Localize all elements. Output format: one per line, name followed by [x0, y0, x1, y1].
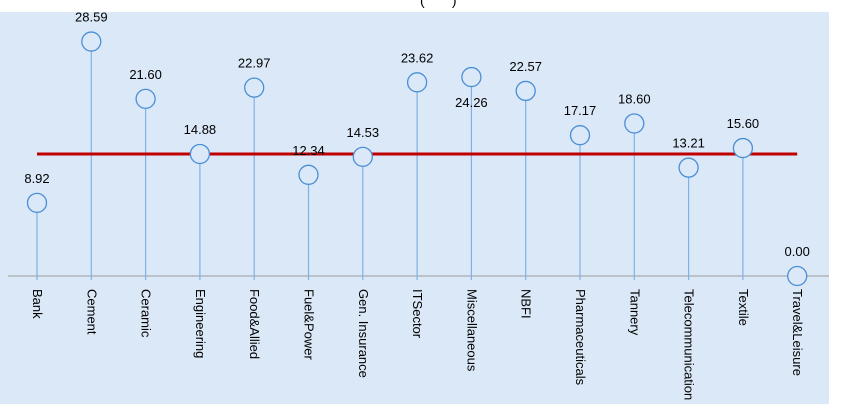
data-point [787, 265, 808, 287]
x-tick-label: NBFI [519, 289, 534, 319]
data-point [569, 125, 591, 146]
x-tick-label: Telecommunication [682, 289, 697, 400]
x-tick-label: Food&Allied [247, 289, 262, 359]
data-label: 21.60 [129, 67, 162, 82]
data-point [406, 72, 428, 93]
data-point [515, 80, 536, 102]
data-label: 28.59 [75, 10, 108, 25]
data-point [81, 31, 102, 52]
data-label: 14.88 [184, 122, 217, 137]
x-tick-label: Travel&Leisure [790, 289, 805, 376]
x-tick-label: Tannery [627, 289, 642, 336]
x-tick-label: Miscellaneous [464, 289, 479, 372]
x-tick-label: Ceramic [139, 289, 154, 338]
data-label: 22.57 [509, 59, 542, 74]
x-tick-label: Pharmaceuticals [573, 289, 588, 386]
data-label: 14.53 [347, 125, 380, 140]
data-label: 13.21 [672, 136, 705, 151]
data-point [732, 137, 754, 159]
data-point [26, 192, 48, 214]
data-label: 0.00 [785, 244, 810, 259]
data-label: 18.60 [618, 91, 651, 106]
data-point [244, 77, 265, 98]
data-point [624, 113, 645, 134]
x-tick-label: Gen. Insurance [356, 289, 371, 378]
x-tick-label: Bank [30, 289, 45, 319]
x-tick-label: Fuel&Power [302, 289, 317, 360]
data-label: 17.17 [564, 103, 597, 118]
x-tick-label: ITSector [410, 289, 425, 339]
data-point [678, 157, 699, 178]
chart-title-fragment: ( ) [420, 0, 457, 8]
data-label: 23.62 [401, 50, 434, 65]
data-point [189, 143, 211, 165]
data-label: 8.92 [24, 171, 49, 186]
data-label: 24.26 [455, 95, 488, 110]
x-tick-label: Cement [84, 289, 99, 335]
data-label: 15.60 [727, 116, 760, 131]
data-point [298, 164, 319, 185]
x-tick-label: Engineering [193, 289, 208, 358]
data-label: 22.97 [238, 56, 271, 71]
x-tick-label: Textile [736, 289, 751, 326]
data-point [461, 66, 482, 88]
data-point [135, 88, 156, 110]
data-point [352, 146, 373, 168]
data-label: 12.34 [292, 143, 325, 158]
